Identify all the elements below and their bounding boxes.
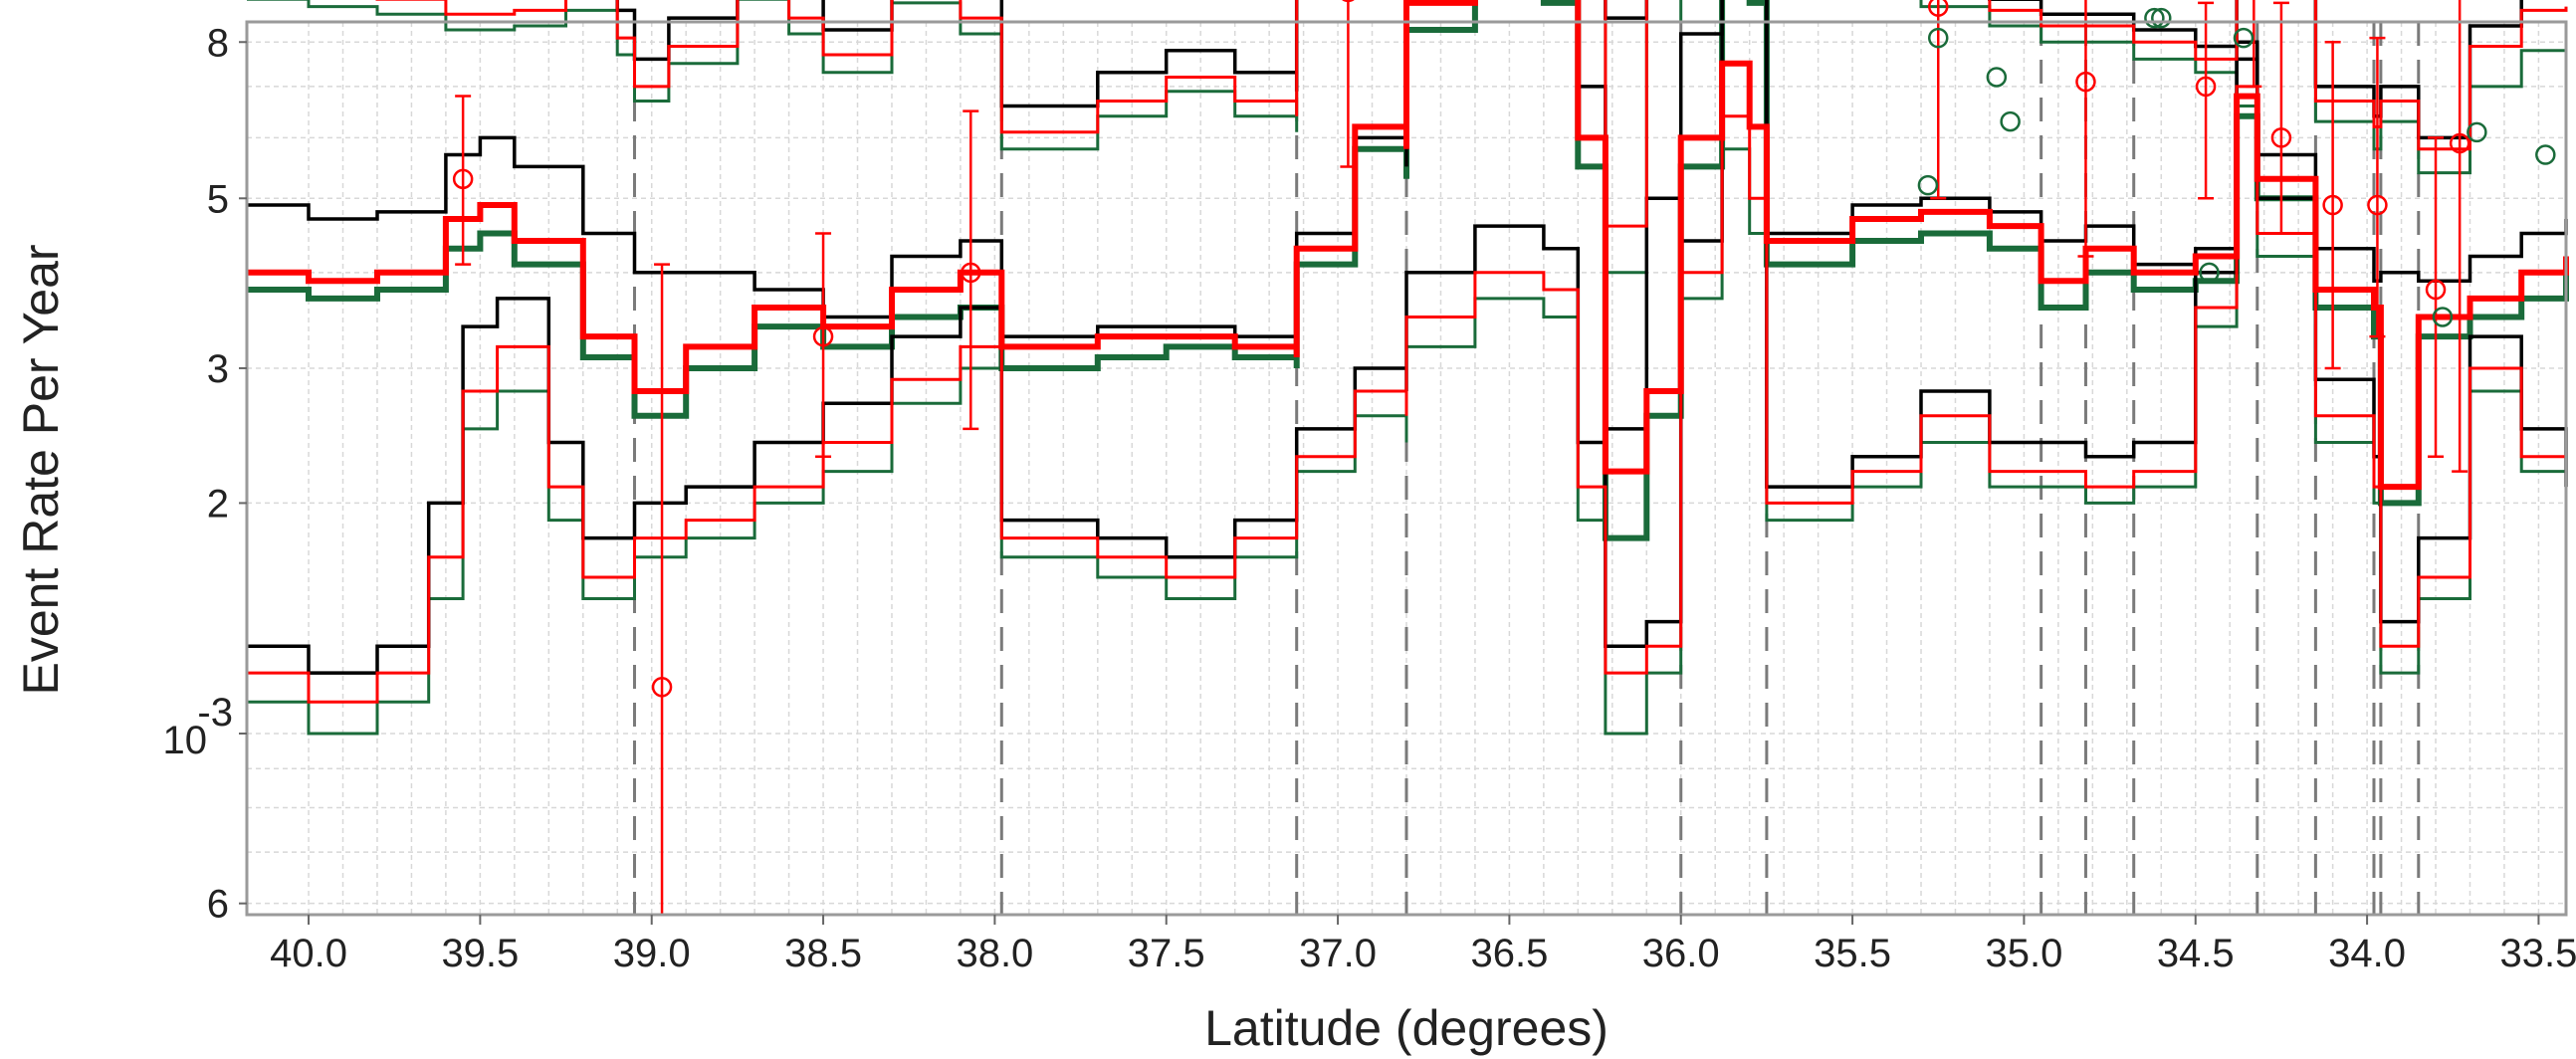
green-marker xyxy=(2467,121,2487,143)
error-bar-point xyxy=(2367,36,2388,338)
red-marker xyxy=(961,262,981,284)
y-axis-ticks: 610-3235810-22358 xyxy=(163,21,247,927)
error-bars xyxy=(452,0,2470,917)
red-marker xyxy=(2449,132,2470,154)
red-marker xyxy=(2195,76,2217,98)
y-tick-label: 3 xyxy=(207,347,229,391)
y-axis-label: Event Rate Per Year xyxy=(13,244,69,695)
error-bar-point xyxy=(812,232,834,458)
y-tick-label: 5 xyxy=(207,177,229,221)
x-tick-label: 33.5 xyxy=(2499,932,2576,975)
series-line xyxy=(615,0,2523,140)
error-bar-point xyxy=(2075,0,2096,258)
x-tick-label: 39.5 xyxy=(441,932,519,975)
y-tick-exponent: -3 xyxy=(197,691,233,735)
red-marker xyxy=(812,325,834,347)
x-tick-label: 40.0 xyxy=(270,932,347,975)
green-marker xyxy=(2535,144,2556,165)
grid-lines xyxy=(247,22,2566,915)
red-marker xyxy=(2322,194,2343,216)
error-bar-point xyxy=(2322,41,2343,370)
error-bar-point xyxy=(1340,0,1357,168)
green-marker xyxy=(2000,110,2021,132)
x-tick-label: 34.0 xyxy=(2328,932,2406,975)
green-marker xyxy=(2144,7,2165,29)
red-marker xyxy=(651,677,673,698)
x-tick-label: 39.0 xyxy=(613,932,691,975)
series-line xyxy=(247,105,2568,736)
error-bar-point xyxy=(1927,0,1949,200)
x-tick-label: 35.5 xyxy=(1814,932,1891,975)
x-tick-label: 34.5 xyxy=(2157,932,2235,975)
error-bar-point xyxy=(2246,0,2262,89)
y-tick-label: 8 xyxy=(207,21,229,65)
red-marker xyxy=(2425,279,2447,301)
green-marker xyxy=(2233,27,2254,49)
green-markers xyxy=(1917,7,2556,327)
error-bar-point xyxy=(2195,1,2217,200)
x-tick-label: 37.0 xyxy=(1299,932,1377,975)
red-marker xyxy=(1342,0,1355,3)
green-marker xyxy=(2199,262,2220,284)
x-axis-label: Latitude (degrees) xyxy=(1204,1000,1609,1056)
red-marker xyxy=(2270,127,2292,148)
error-bar-point xyxy=(2425,136,2447,458)
error-bar-point xyxy=(452,95,474,266)
x-tick-label: 38.0 xyxy=(956,932,1033,975)
x-tick-label: 36.0 xyxy=(1642,932,1720,975)
y-tick-label: 2 xyxy=(207,482,229,526)
x-tick-label: 38.5 xyxy=(784,932,862,975)
red-marker xyxy=(2367,194,2388,216)
green-marker xyxy=(1927,27,1949,49)
error-bar-point xyxy=(2449,0,2470,473)
x-tick-label: 37.5 xyxy=(1128,932,1205,975)
error-bar-point xyxy=(961,109,981,431)
x-axis-ticks: 40.0 39.5 39.0 38.5 38.0 37.5 37.0 36.5 36.0 35.5… xyxy=(270,915,2576,975)
series-lines xyxy=(247,0,2569,736)
y-tick-label: 6 xyxy=(207,883,229,927)
green-marker xyxy=(1917,174,1939,196)
error-bar-point xyxy=(2270,1,2292,235)
series-line xyxy=(247,0,2569,491)
red-marker xyxy=(1927,0,1949,17)
y-tick-label: 10 xyxy=(163,719,208,762)
x-tick-label: 35.0 xyxy=(1985,932,2062,975)
series-line xyxy=(375,0,2568,228)
green-marker xyxy=(1986,67,2008,88)
red-marker xyxy=(2075,71,2096,93)
x-tick-label: 36.5 xyxy=(1470,932,1548,975)
green-marker xyxy=(2151,7,2172,29)
green-marker xyxy=(2432,307,2454,327)
plot-frame xyxy=(245,20,2568,917)
red-marker xyxy=(452,168,474,190)
